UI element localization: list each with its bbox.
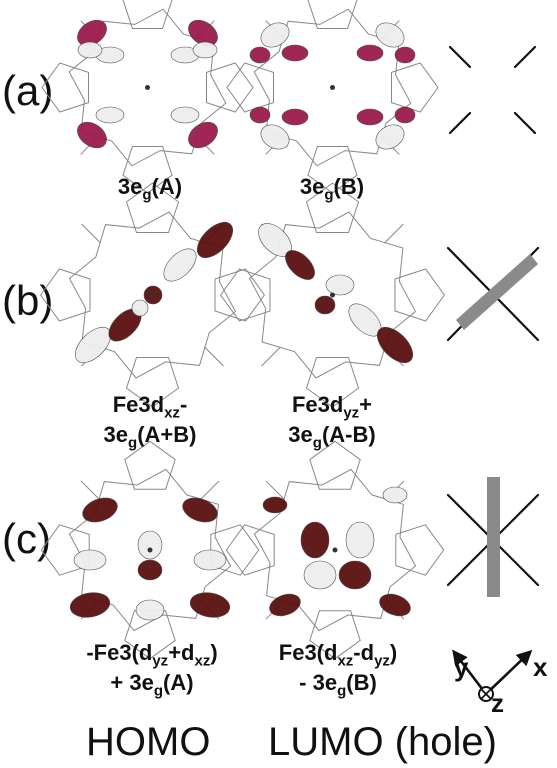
axis-z-label: z [491, 688, 504, 718]
orbital-b-homo [39, 182, 266, 408]
orbital-c-homo [40, 440, 260, 660]
schematic-b-icon [446, 246, 540, 342]
caption-b-homo: Fe3dxz- 3eg(A+B) [103, 392, 197, 452]
caption-c-lumo: Fe3(dxz-dyz) - 3eg(B) [278, 640, 398, 700]
caption-b-lumo: Fe3dyz+ 3eg(A-B) [288, 392, 376, 452]
schematic-a-icon [448, 45, 537, 135]
bar-shape [487, 477, 500, 597]
axis-x-label: x [533, 652, 548, 682]
axis-y-label: y [454, 652, 469, 682]
orbital-a-lumo [226, 0, 439, 194]
caption-a-homo: 3eg(A) [117, 174, 183, 204]
footer-lumo: LUMO (hole) [268, 720, 497, 764]
orbital-a-homo [41, 0, 254, 194]
caption-a-lumo: 3eg(B) [299, 174, 365, 204]
bar-shape [456, 254, 538, 330]
orbital-b-lumo [219, 182, 446, 408]
schematic-c-icon [446, 477, 540, 597]
axes-icon [452, 649, 533, 702]
caption-c-homo: -Fe3(dyz+dxz) + 3eg(A) [86, 640, 218, 700]
panel-a-label: (a) [2, 67, 54, 114]
footer-homo: HOMO [86, 720, 211, 764]
orbital-c-lumo [225, 440, 445, 660]
panel-b-label: (b) [2, 277, 54, 324]
